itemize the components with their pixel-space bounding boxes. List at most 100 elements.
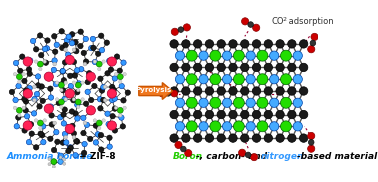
Text: Boron: Boron — [172, 152, 203, 161]
Circle shape — [248, 22, 254, 27]
Circle shape — [69, 41, 75, 46]
Circle shape — [98, 106, 103, 111]
Circle shape — [59, 82, 64, 88]
Circle shape — [28, 58, 33, 63]
Circle shape — [38, 131, 43, 136]
Circle shape — [175, 98, 184, 107]
Circle shape — [85, 89, 90, 94]
Circle shape — [60, 69, 65, 74]
Circle shape — [308, 140, 314, 145]
Circle shape — [74, 138, 79, 144]
Circle shape — [81, 98, 84, 101]
Circle shape — [20, 54, 25, 59]
Circle shape — [75, 82, 81, 88]
Circle shape — [178, 27, 184, 32]
Circle shape — [43, 60, 46, 63]
Circle shape — [270, 75, 279, 84]
Circle shape — [91, 45, 96, 51]
Circle shape — [62, 107, 67, 112]
Circle shape — [22, 106, 25, 110]
Circle shape — [229, 87, 237, 95]
Circle shape — [223, 51, 232, 60]
Circle shape — [92, 59, 98, 65]
Circle shape — [36, 74, 41, 79]
Circle shape — [105, 71, 110, 76]
Circle shape — [48, 136, 53, 141]
Circle shape — [217, 63, 225, 72]
Circle shape — [83, 62, 87, 66]
Circle shape — [288, 134, 296, 142]
Circle shape — [45, 38, 50, 43]
Circle shape — [13, 106, 17, 110]
Circle shape — [288, 87, 296, 95]
Circle shape — [280, 74, 291, 85]
Circle shape — [58, 159, 63, 164]
Circle shape — [68, 73, 73, 79]
Circle shape — [58, 153, 64, 159]
Circle shape — [308, 46, 315, 53]
Circle shape — [22, 96, 27, 102]
Circle shape — [103, 85, 107, 89]
Circle shape — [72, 98, 76, 101]
Circle shape — [170, 110, 178, 119]
Circle shape — [217, 110, 225, 119]
Circle shape — [53, 62, 57, 66]
Circle shape — [85, 79, 90, 85]
Circle shape — [264, 63, 273, 72]
Circle shape — [53, 82, 59, 87]
Circle shape — [33, 47, 39, 52]
Circle shape — [171, 90, 178, 97]
Circle shape — [239, 149, 246, 156]
Circle shape — [182, 63, 190, 72]
Circle shape — [49, 122, 54, 127]
Circle shape — [110, 97, 115, 103]
Circle shape — [107, 135, 112, 141]
Circle shape — [299, 63, 308, 72]
Circle shape — [119, 114, 122, 117]
Circle shape — [73, 111, 78, 116]
Circle shape — [293, 51, 302, 60]
Circle shape — [22, 78, 27, 84]
Circle shape — [253, 24, 260, 31]
Circle shape — [117, 107, 123, 113]
Circle shape — [62, 60, 68, 65]
Circle shape — [253, 40, 261, 48]
Circle shape — [96, 61, 102, 67]
Circle shape — [240, 63, 249, 72]
Circle shape — [270, 51, 279, 60]
Circle shape — [40, 132, 45, 138]
Circle shape — [205, 87, 214, 95]
Circle shape — [119, 115, 124, 120]
Circle shape — [107, 121, 116, 130]
Circle shape — [64, 81, 67, 84]
Circle shape — [48, 158, 51, 161]
Circle shape — [107, 144, 112, 149]
Circle shape — [59, 156, 62, 159]
Circle shape — [43, 119, 46, 122]
Circle shape — [205, 40, 214, 48]
Circle shape — [229, 110, 237, 119]
Circle shape — [48, 104, 53, 109]
Circle shape — [16, 74, 22, 80]
Circle shape — [98, 76, 103, 81]
Text: Pyrolysis: Pyrolysis — [136, 87, 172, 93]
Circle shape — [299, 87, 308, 95]
Circle shape — [54, 129, 59, 135]
Circle shape — [199, 122, 208, 131]
Circle shape — [264, 110, 273, 119]
Circle shape — [65, 52, 71, 57]
Circle shape — [39, 52, 44, 58]
Circle shape — [186, 97, 197, 108]
Circle shape — [14, 124, 19, 129]
Circle shape — [84, 101, 89, 106]
Circle shape — [60, 105, 63, 109]
Circle shape — [60, 140, 65, 145]
Circle shape — [69, 109, 74, 114]
Circle shape — [60, 88, 66, 93]
Circle shape — [29, 131, 34, 136]
Circle shape — [233, 74, 244, 85]
Circle shape — [64, 48, 67, 52]
Circle shape — [270, 98, 279, 107]
Circle shape — [253, 87, 261, 95]
Circle shape — [63, 162, 66, 165]
